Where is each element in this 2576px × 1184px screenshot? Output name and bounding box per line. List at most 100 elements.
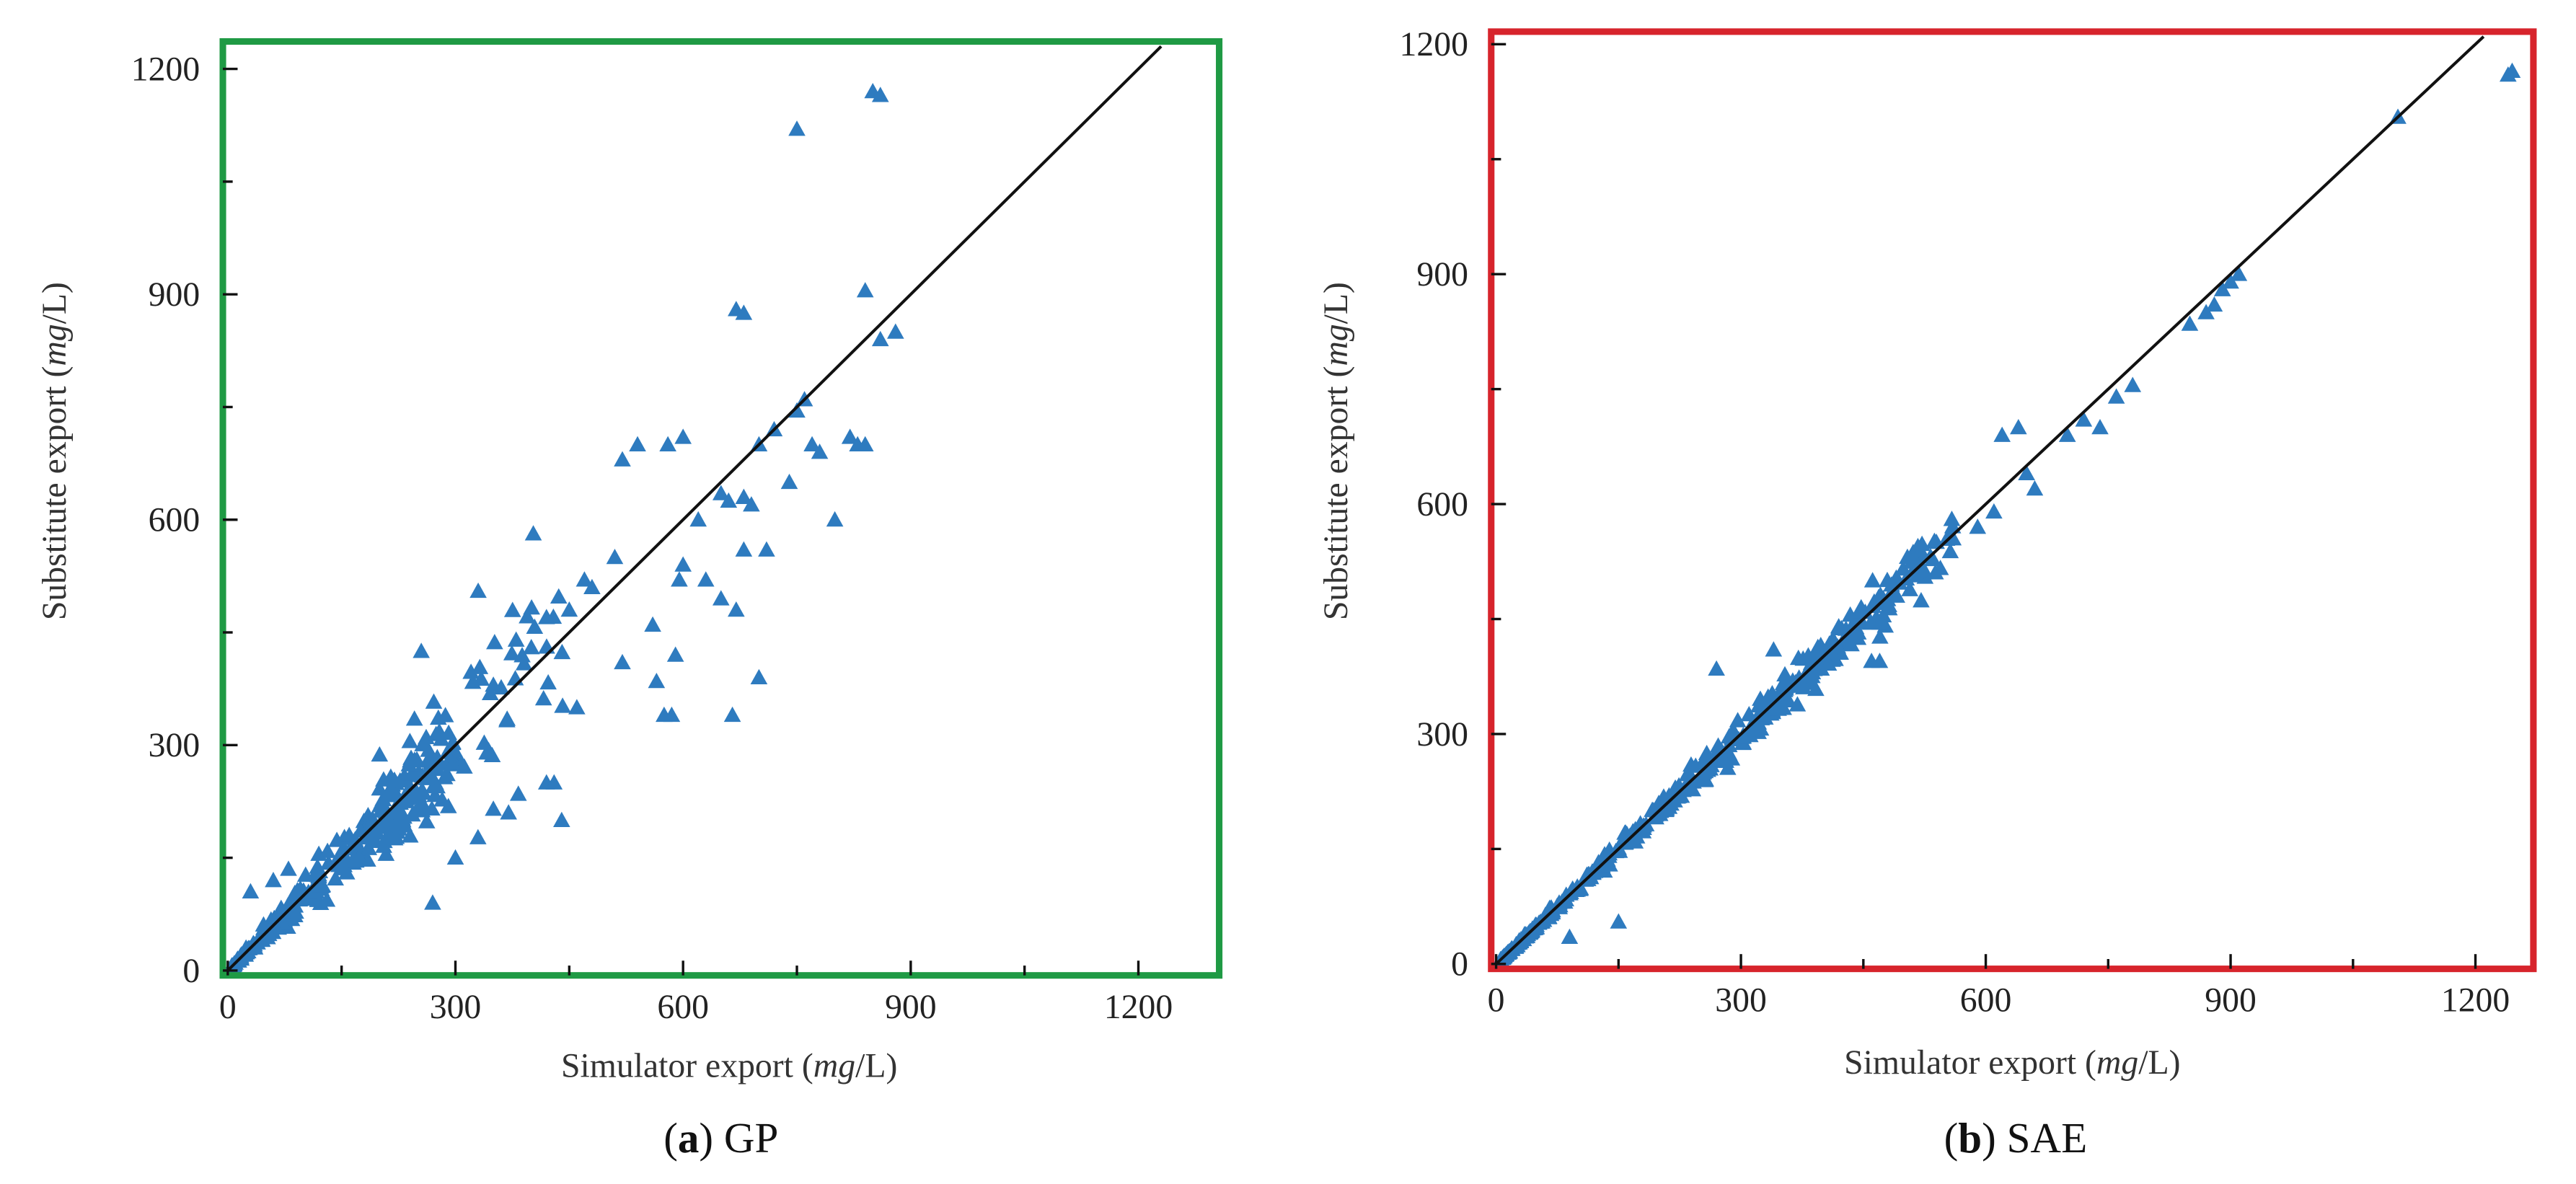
panel-b-data-point bbox=[1765, 641, 1783, 657]
panel-b-data-point bbox=[1807, 680, 1825, 697]
panel-b-data-point bbox=[2075, 411, 2093, 427]
panel-b-data-point bbox=[1684, 781, 1702, 797]
panel-a-data-point bbox=[462, 663, 480, 679]
panel-a-data-point bbox=[424, 894, 441, 910]
panel-a-data-point bbox=[506, 670, 524, 686]
panel-b-data-point bbox=[1819, 655, 1838, 671]
panel-b-data-point bbox=[1610, 913, 1628, 929]
panel-b-data-point bbox=[1894, 560, 1912, 576]
panel-b-y-tick-label: 300 bbox=[1416, 715, 1468, 754]
panel-b-data-point bbox=[1571, 880, 1589, 896]
panel-a-data-point bbox=[486, 634, 503, 650]
panel-b-x-tick-label: 900 bbox=[2205, 981, 2257, 1020]
panel-b-y-tick-label: 900 bbox=[1416, 255, 1468, 293]
panel-a-data-point bbox=[485, 800, 502, 816]
panel-b-x-tick-label: 1200 bbox=[2441, 981, 2510, 1020]
panel-a-data-point bbox=[401, 827, 419, 843]
panel-a-data-point bbox=[436, 769, 454, 785]
panel-a-x-tick-label: 900 bbox=[885, 988, 937, 1026]
panel-a-data-point bbox=[689, 511, 707, 527]
panel-a-data-point bbox=[444, 754, 462, 770]
panel-a-data-point bbox=[310, 845, 327, 861]
panel-a-data-point bbox=[483, 746, 501, 762]
panel-a-data-point bbox=[280, 860, 297, 876]
panel-a-data-point bbox=[242, 883, 260, 898]
panel-b-data-point bbox=[1662, 795, 1680, 811]
panel-a-reference-line bbox=[226, 45, 1163, 972]
panel-b-data-point bbox=[2018, 464, 2035, 481]
panel-a-data-point bbox=[750, 668, 768, 684]
panel-a-data-point bbox=[728, 601, 745, 617]
panel-b-data-point bbox=[1734, 728, 1752, 744]
panel-a-data-point bbox=[659, 436, 676, 452]
panel-a-data-point bbox=[237, 939, 255, 955]
panel-b-data-point bbox=[2010, 418, 2027, 435]
panel-b-data-point bbox=[1601, 856, 1618, 872]
panel-a-data-point bbox=[606, 549, 624, 565]
panel-a-data-point bbox=[446, 849, 464, 865]
panel-a-data-point bbox=[560, 601, 578, 617]
panel-a-data-point bbox=[371, 746, 389, 762]
panel-a-data-point bbox=[401, 733, 419, 748]
panel-a-data-point bbox=[663, 706, 681, 723]
panel-b-data-point bbox=[2503, 62, 2521, 78]
panel-a-data-point bbox=[515, 655, 533, 671]
panel-b-data-point bbox=[1780, 692, 1797, 708]
panel-b-data-point bbox=[1904, 562, 1922, 578]
panel-a-data-point bbox=[340, 826, 358, 842]
panel-a-data-point bbox=[644, 616, 661, 632]
panel-a-data-point bbox=[735, 488, 753, 504]
panel-a-data-point bbox=[554, 697, 571, 713]
panel-a-data-point bbox=[780, 473, 798, 490]
panel-a-y-tick-label: 900 bbox=[149, 275, 200, 314]
panel-a-data-point bbox=[666, 646, 684, 662]
panel-a-data-point bbox=[439, 798, 457, 813]
panel-a-data-point bbox=[629, 436, 646, 452]
panel-a-data-point bbox=[360, 839, 378, 855]
panel-a-data-point bbox=[481, 684, 499, 700]
panel-b-data-point bbox=[1790, 669, 1808, 685]
panel-a-data-point bbox=[553, 643, 571, 660]
panel-a-data-point bbox=[471, 658, 489, 674]
panel-a-data-point bbox=[278, 901, 296, 917]
panel-a-data-point bbox=[469, 829, 487, 844]
panel-b-data-point bbox=[1913, 592, 1930, 608]
panel-b-data-point bbox=[2124, 376, 2142, 392]
panel-a-data-point bbox=[428, 778, 446, 794]
panel-b-data-point bbox=[1944, 530, 1962, 546]
panel-b-x-tick-label: 300 bbox=[1715, 981, 1767, 1020]
panel-a-data-point bbox=[415, 734, 433, 750]
panel-a-data-point bbox=[871, 87, 889, 102]
panel-b-data-point bbox=[1647, 809, 1664, 825]
panel-b-data-point bbox=[1628, 821, 1646, 837]
panel-b-tick-labels: 0 300 600 900 1200 0 300 600 900 1200 bbox=[1400, 25, 2510, 1019]
panel-b-y-axis-label: Substitute export (mg/L) bbox=[1317, 282, 1355, 620]
panel-a-data-point bbox=[674, 556, 692, 572]
panel-a-data-point bbox=[856, 282, 874, 298]
panel-b-ticks bbox=[1491, 43, 2477, 969]
panel-b-data-point bbox=[1891, 574, 1908, 590]
panel-b-x-tick-label: 0 bbox=[1488, 981, 1505, 1020]
panel-b-data-point bbox=[1915, 562, 1933, 578]
panel-a-data-point bbox=[886, 323, 904, 339]
panel-b-data-point bbox=[1723, 750, 1741, 766]
panel-a-data-point bbox=[575, 571, 594, 587]
panel-a-data-point bbox=[418, 813, 436, 829]
panel-b-data-point bbox=[1871, 653, 1889, 668]
panel-a-data-point bbox=[537, 609, 555, 624]
panel-a-data-point bbox=[371, 779, 389, 796]
panel-a-data-point bbox=[524, 525, 542, 541]
panel-b-data-point bbox=[1788, 696, 1807, 712]
panel-a-data-point bbox=[327, 870, 344, 886]
panel-a-data-point bbox=[648, 672, 666, 689]
panel-a-data-point bbox=[425, 693, 443, 709]
panel-a-data-point bbox=[403, 765, 420, 781]
panel-a: 0 300 600 900 1200 0 300 600 900 1200 Simulator e… bbox=[35, 37, 1223, 1162]
panel-b-caption: (b) SAE bbox=[1944, 1114, 2088, 1162]
panel-a-data-point bbox=[436, 707, 454, 723]
panel-b-x-axis-label: Simulator export (mg/L) bbox=[1844, 1043, 2180, 1082]
panel-a-x-tick-label: 0 bbox=[219, 988, 237, 1026]
panel-b-data-point bbox=[1708, 660, 1725, 676]
panel-b-data-point bbox=[1901, 580, 1919, 596]
